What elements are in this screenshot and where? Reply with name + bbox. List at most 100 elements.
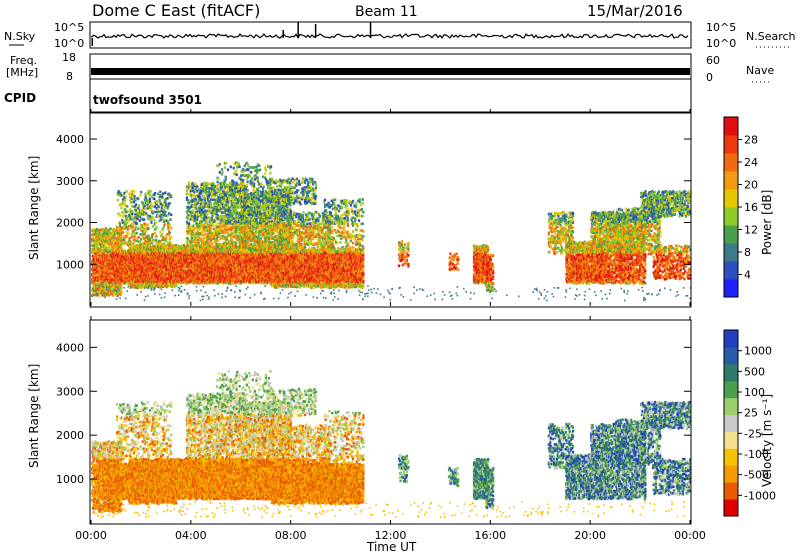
nsky-tick-top: 10^5 (54, 21, 84, 34)
echo-cell (145, 230, 147, 233)
echo-cell (122, 231, 124, 234)
echo-cell (144, 223, 146, 226)
echo-cell (137, 207, 139, 210)
echo-cell (134, 235, 136, 238)
echo-cell (129, 243, 131, 246)
echo-cell (149, 194, 151, 197)
nsky-label: N.Sky (4, 30, 36, 43)
echo-cell (152, 216, 154, 219)
echo-cell (123, 212, 125, 215)
echo-cell (119, 214, 121, 217)
echo-cell (138, 204, 140, 207)
echo-cell (164, 191, 166, 194)
echo-cell (170, 227, 172, 230)
echo-cell (133, 190, 135, 193)
echo-cell (126, 190, 128, 193)
echo-cell (167, 207, 169, 210)
power-heatmap-cells (91, 161, 692, 301)
echo-cell (131, 198, 133, 201)
echo-cell (162, 192, 164, 195)
echo-cell (159, 190, 161, 193)
echo-cell (104, 244, 106, 247)
echo-cell (169, 218, 171, 221)
echo-cell (120, 289, 122, 292)
echo-cell (135, 209, 137, 212)
echo-cell (126, 205, 128, 208)
beam-label: Beam 11 (355, 4, 418, 20)
echo-cell (156, 235, 158, 238)
echo-cell (169, 223, 171, 226)
nsearch-tick-top: 10^5 (706, 21, 736, 34)
echo-cell (96, 228, 98, 231)
echo-cell (139, 227, 141, 230)
echo-cell (124, 203, 126, 206)
echo-cell (170, 213, 172, 216)
echo-cell (135, 226, 137, 229)
echo-cell (147, 190, 149, 193)
echo-cell (120, 194, 122, 197)
echo-cell (161, 207, 163, 210)
echo-cell (137, 198, 139, 201)
echo-cell (117, 226, 119, 229)
echo-cell (149, 198, 151, 201)
echo-cell (93, 255, 95, 258)
echo-cell (113, 228, 115, 231)
echo-cell (161, 196, 163, 199)
echo-cell (123, 192, 125, 195)
echo-cell (120, 285, 122, 288)
echo-cell (145, 208, 147, 211)
echo-cell (164, 223, 166, 226)
echo-cell (127, 282, 129, 285)
echo-cell (140, 238, 142, 241)
radar-summary-plot: Dome C East (fitACF) Beam 11 15/Mar/2016… (0, 0, 800, 554)
echo-cell (127, 220, 129, 223)
echo-cell (153, 198, 155, 201)
echo-cell (164, 211, 166, 214)
echo-cell (165, 240, 167, 243)
freq-label-line2: [MHz] (6, 66, 38, 79)
echo-cell (139, 219, 141, 222)
echo-cell (120, 235, 122, 238)
echo-cell (106, 246, 108, 249)
echo-cell (127, 233, 129, 236)
echo-cell (147, 223, 149, 226)
echo-cell (137, 218, 139, 221)
echo-cell (150, 221, 152, 224)
echo-cell (156, 201, 158, 204)
echo-cell (170, 196, 172, 199)
echo-cell (145, 197, 147, 200)
freq-tick-bottom: 8 (66, 70, 73, 83)
echo-cell (120, 246, 122, 249)
echo-cell (130, 240, 132, 243)
echo-cell (165, 203, 167, 206)
echo-cell (136, 232, 138, 235)
echo-cell (150, 190, 152, 193)
echo-cell (113, 293, 115, 296)
echo-cell (139, 194, 141, 197)
echo-cell (126, 226, 128, 229)
nsky-line (91, 34, 688, 38)
echo-cell (169, 242, 171, 245)
echo-cell (154, 192, 156, 195)
echo-cell (92, 236, 94, 239)
echo-cell (109, 227, 111, 230)
echo-cell (128, 225, 130, 228)
echo-cell (156, 226, 158, 229)
echo-cell (121, 219, 123, 222)
echo-cell (130, 227, 132, 230)
echo-cell (125, 196, 127, 199)
echo-cell (101, 282, 103, 285)
nave-label: Nave (746, 64, 774, 77)
echo-cell (149, 238, 151, 241)
echo-cell (147, 227, 149, 230)
echo-cell (139, 233, 141, 236)
echo-cell (119, 237, 121, 240)
echo-cell (134, 228, 136, 231)
echo-cell (163, 219, 165, 222)
echo-cell (120, 207, 122, 210)
nave-tick-bottom: 0 (706, 71, 713, 84)
echo-cell (140, 191, 142, 194)
echo-cell (169, 232, 171, 235)
echo-cell (155, 239, 157, 242)
echo-cell (132, 223, 134, 226)
